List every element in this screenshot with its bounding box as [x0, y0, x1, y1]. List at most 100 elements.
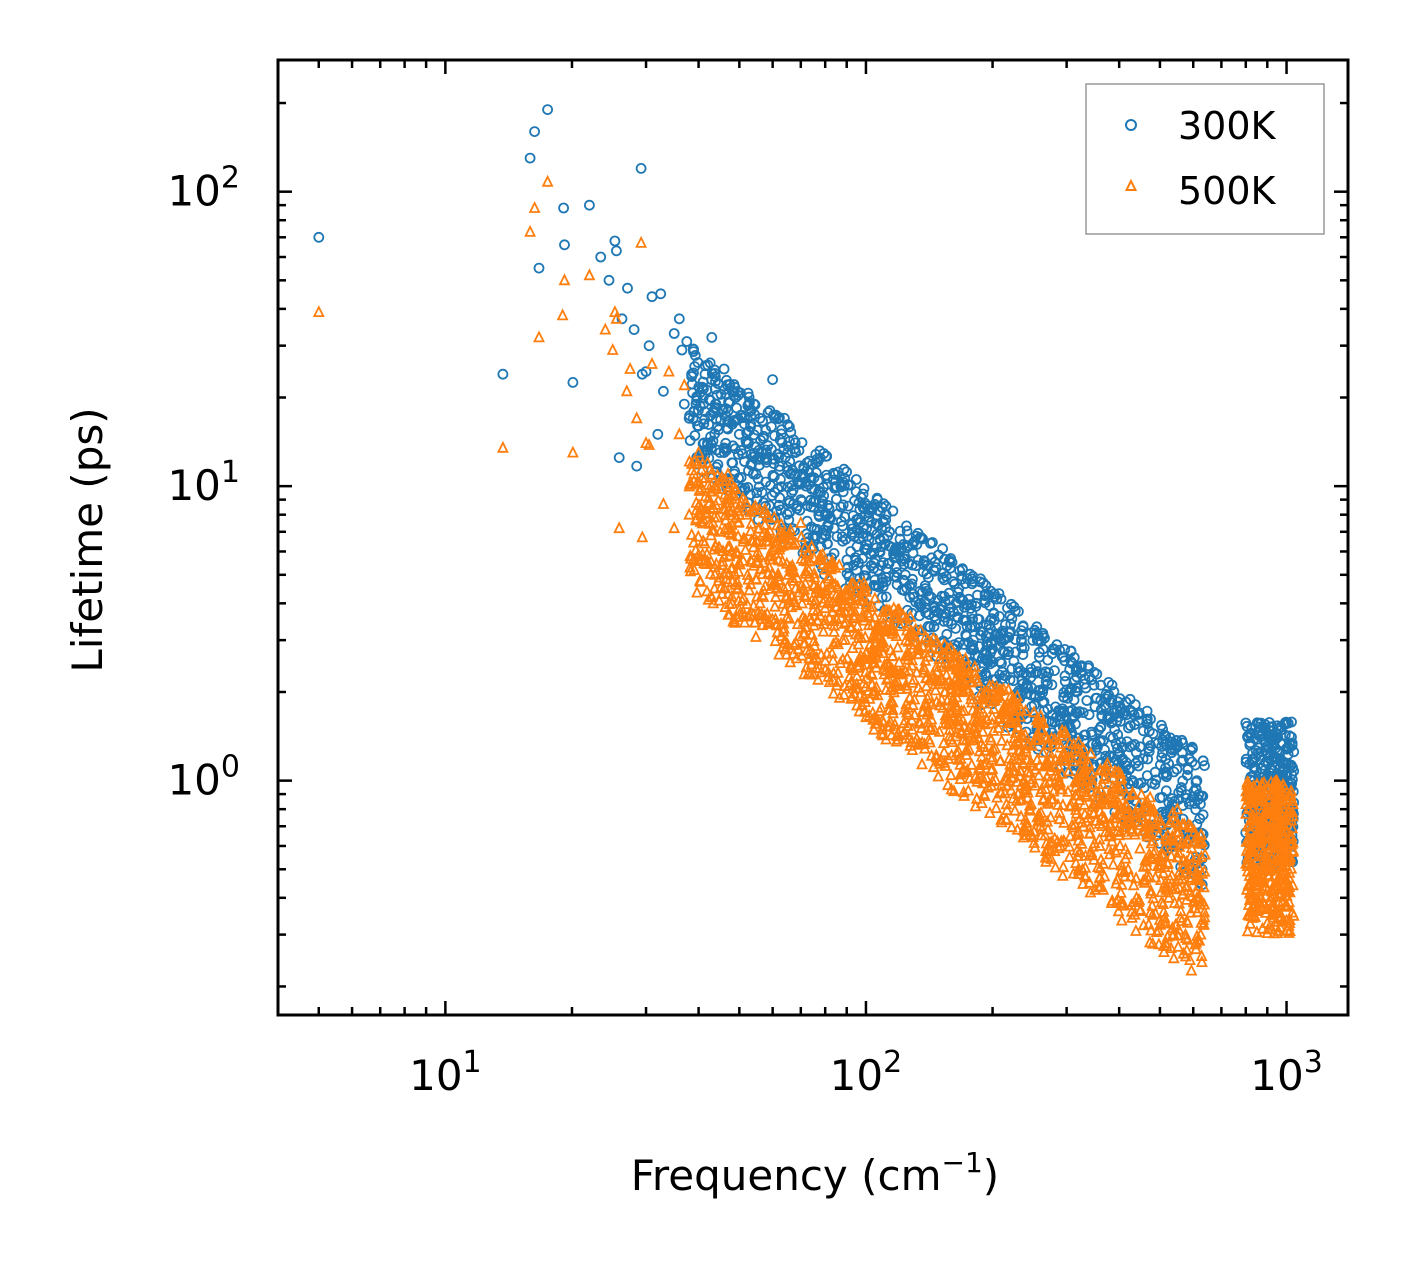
data-point: [716, 586, 729, 599]
data-point: [1084, 885, 1097, 898]
data-point: [944, 716, 957, 729]
data-point: [701, 546, 713, 559]
data-point: [1270, 875, 1283, 888]
data-point: [996, 715, 1009, 727]
data-point: [1133, 797, 1145, 810]
data-point: [1049, 644, 1060, 656]
data-point: [792, 642, 805, 655]
data-point: [933, 724, 946, 737]
data-point: [1110, 738, 1122, 750]
data-point: [1103, 677, 1114, 688]
data-point: [1082, 756, 1095, 769]
data-point: [1266, 895, 1279, 908]
data-point: [728, 379, 740, 390]
data-point: [957, 563, 968, 575]
data-point: [938, 567, 950, 579]
data-point: [1143, 935, 1156, 948]
data-point: [1050, 701, 1061, 713]
data-point: [969, 671, 982, 684]
data-point: [906, 722, 919, 735]
data-point: [1182, 769, 1193, 781]
data-point: [1115, 913, 1128, 926]
data-point: [1037, 791, 1050, 804]
data-point: [1089, 882, 1101, 895]
data-point: [837, 499, 849, 511]
data-point: [1180, 943, 1193, 956]
data-point: [753, 481, 765, 493]
x-axis-label: Frequency (cm−1): [631, 1146, 999, 1200]
data-point: [906, 641, 919, 654]
data-point: [774, 412, 785, 424]
data-point: [1097, 882, 1110, 895]
data-point: [1038, 729, 1051, 742]
data-point: [748, 468, 759, 480]
data-point: [1051, 769, 1064, 782]
data-point: [1016, 628, 1028, 640]
data-point: [1258, 860, 1270, 873]
data-point: [971, 674, 984, 687]
data-point: [1124, 814, 1137, 827]
data-point: [1042, 654, 1054, 666]
data-point: [1034, 819, 1047, 832]
data-point: [1277, 912, 1290, 925]
data-point: [838, 687, 851, 700]
data-point: [678, 398, 690, 410]
data-point: [1242, 780, 1255, 793]
data-point: [1184, 849, 1197, 862]
data-point: [850, 474, 862, 485]
data-point: [831, 493, 842, 505]
data-point: [1244, 739, 1256, 751]
data-point: [1146, 907, 1159, 920]
data-point: [971, 597, 982, 609]
data-point: [1120, 696, 1132, 708]
data-point: [966, 578, 978, 590]
data-point: [689, 553, 702, 566]
data-point: [758, 502, 771, 515]
data-point: [1106, 779, 1119, 792]
data-point: [922, 560, 933, 571]
data-point: [1267, 751, 1279, 763]
data-point: [1121, 847, 1134, 860]
data-point: [1072, 735, 1085, 748]
data-point: [1006, 759, 1019, 772]
plot-frame: [276, 58, 1350, 1017]
data-point: [1068, 652, 1080, 663]
data-point: [1149, 870, 1162, 883]
data-point: [780, 647, 793, 660]
data-point: [886, 702, 899, 715]
data-point: [741, 567, 754, 580]
data-point: [1130, 890, 1143, 903]
data-point: [1084, 671, 1095, 683]
data-point: [861, 523, 872, 534]
data-point: [799, 566, 812, 579]
data-point: [839, 605, 852, 618]
data-point: [717, 544, 729, 556]
data-point: [809, 592, 822, 605]
data-point: [1004, 674, 1016, 686]
data-point: [986, 678, 999, 691]
data-point: [793, 629, 805, 642]
data-point: [733, 428, 745, 440]
data-point: [1115, 858, 1128, 871]
data-point: [1126, 910, 1138, 923]
data-point: [1171, 763, 1183, 775]
data-point: [894, 619, 906, 632]
data-point: [1006, 742, 1019, 755]
data-point: [943, 673, 956, 686]
data-point: [1190, 829, 1203, 842]
data-point: [1030, 660, 1042, 672]
data-point: [1070, 685, 1082, 697]
data-point: [852, 654, 865, 667]
data-point: [1038, 696, 1050, 708]
data-point: [994, 753, 1007, 766]
data-point: [986, 709, 999, 722]
data-point: [827, 653, 840, 666]
data-point: [823, 675, 836, 687]
data-point: [1021, 819, 1034, 832]
data-point: [718, 363, 730, 375]
data-point: [718, 581, 731, 594]
data-point: [1173, 793, 1185, 805]
data-point: [769, 612, 782, 625]
data-point: [985, 763, 998, 776]
data-point: [1071, 671, 1083, 683]
